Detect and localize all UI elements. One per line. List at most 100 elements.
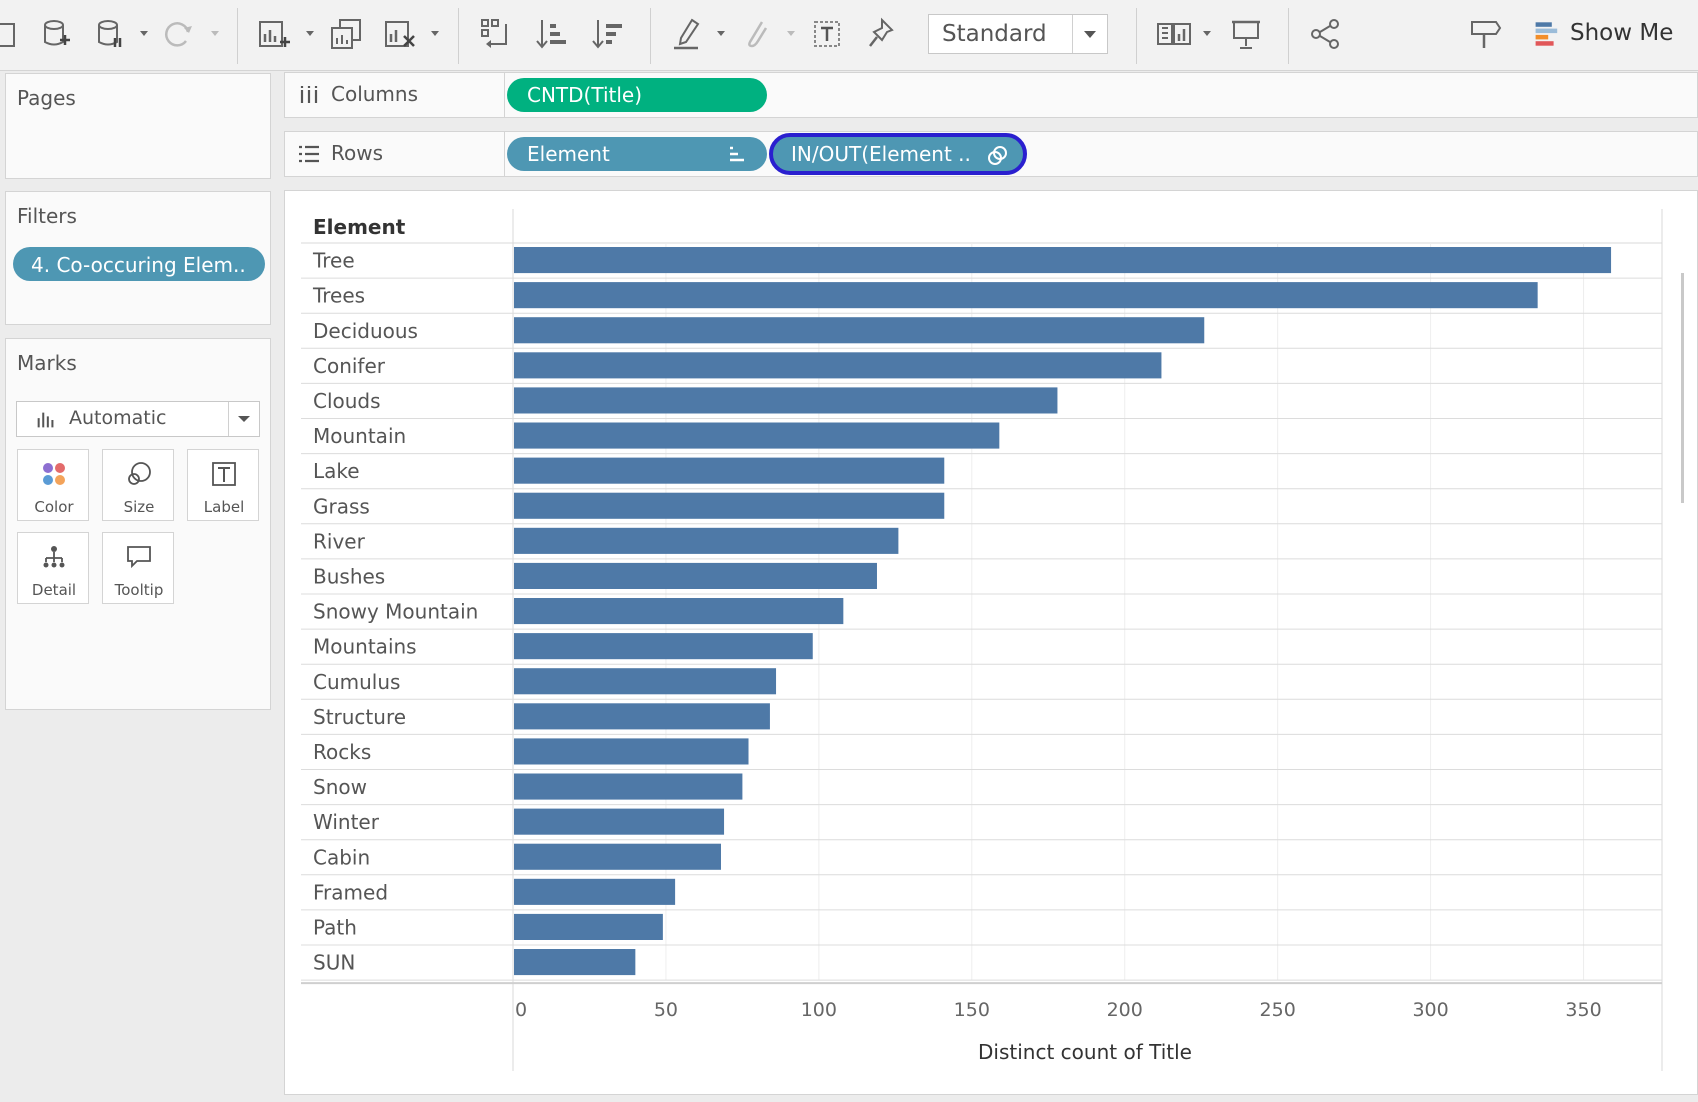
- row-label[interactable]: Lake: [313, 459, 360, 483]
- pause-updates-icon[interactable]: [90, 14, 130, 54]
- color-icon: [43, 463, 65, 485]
- row-label[interactable]: Trees: [312, 284, 365, 308]
- row-label[interactable]: Snow: [313, 775, 367, 799]
- pin-icon[interactable]: [862, 14, 902, 54]
- row-label[interactable]: Mountains: [313, 635, 417, 659]
- row-label[interactable]: Snowy Mountain: [313, 600, 478, 624]
- row-label[interactable]: Deciduous: [313, 319, 418, 343]
- bar-tree[interactable]: [514, 247, 1612, 274]
- new-data-source-icon[interactable]: [36, 14, 76, 54]
- bar-winter[interactable]: [514, 808, 725, 835]
- swap-rows-columns-icon[interactable]: [476, 14, 516, 54]
- bar-chart: Tree Trees Deciduous Conifer Clouds Mountain L…: [301, 209, 1684, 1071]
- bar-framed[interactable]: [514, 878, 676, 905]
- rows-shelf: Rows Element IN/OUT(Element ..: [284, 131, 1698, 177]
- filter-pill[interactable]: 4. Co-occuring Elem..: [13, 247, 265, 281]
- row-label[interactable]: SUN: [313, 951, 355, 975]
- view-size-dropdown[interactable]: Standard: [928, 14, 1108, 54]
- row-label[interactable]: Tree: [312, 249, 355, 273]
- bar-snowy-mountain[interactable]: [514, 598, 844, 625]
- tooltip-toggle-icon[interactable]: [1466, 14, 1506, 54]
- duplicate-sheet-icon[interactable]: [326, 14, 366, 54]
- row-label[interactable]: Mountain: [313, 424, 406, 448]
- row-label[interactable]: Path: [313, 915, 357, 939]
- sort-ascending-icon[interactable]: [532, 14, 572, 54]
- filters-card[interactable]: Filters 4. Co-occuring Elem..: [5, 191, 271, 325]
- rows-pill-in-out-set[interactable]: IN/OUT(Element ..: [769, 133, 1027, 175]
- chevron-down-icon: [238, 416, 250, 422]
- show-me-button[interactable]: Show Me: [1532, 14, 1682, 54]
- size-button[interactable]: Size: [102, 449, 174, 521]
- color-button[interactable]: Color: [17, 449, 89, 521]
- caret-down-icon[interactable]: [1202, 30, 1212, 38]
- marks-card[interactable]: Marks Automatic Color Size Label Detail: [5, 338, 271, 710]
- bar-clouds[interactable]: [514, 387, 1058, 414]
- pages-title: Pages: [17, 86, 76, 110]
- clear-sheet-icon[interactable]: [380, 14, 420, 54]
- view-size-dropdown-arrow[interactable]: [1072, 15, 1107, 53]
- tooltip-button[interactable]: Tooltip: [102, 532, 174, 604]
- sort-indicator-icon[interactable]: [727, 145, 747, 165]
- caret-down-icon[interactable]: [305, 30, 315, 38]
- bar-structure[interactable]: [514, 703, 770, 730]
- mark-type-dropdown[interactable]: Automatic: [16, 401, 260, 437]
- group-members-icon[interactable]: [736, 14, 776, 54]
- pages-card[interactable]: Pages: [5, 73, 271, 179]
- highlight-icon[interactable]: [668, 14, 708, 54]
- row-label[interactable]: Cumulus: [313, 670, 400, 694]
- row-label[interactable]: River: [313, 529, 366, 553]
- bar-deciduous[interactable]: [514, 317, 1205, 344]
- bar-lake[interactable]: [514, 457, 945, 484]
- row-label[interactable]: Clouds: [313, 389, 381, 413]
- caret-down-icon[interactable]: [210, 30, 220, 38]
- bar-bushes[interactable]: [514, 562, 877, 589]
- sort-descending-icon[interactable]: [588, 14, 628, 54]
- rows-pill-element-label: Element: [527, 142, 610, 166]
- caret-down-icon[interactable]: [430, 30, 440, 38]
- row-label[interactable]: Bushes: [313, 564, 385, 588]
- bar-rocks[interactable]: [514, 738, 749, 765]
- bar-river[interactable]: [514, 527, 899, 554]
- bar-path[interactable]: [514, 913, 663, 940]
- row-label[interactable]: Rocks: [313, 740, 371, 764]
- detail-button[interactable]: Detail: [17, 532, 89, 604]
- bar-cabin[interactable]: [514, 843, 721, 870]
- caret-down-icon[interactable]: [786, 30, 796, 38]
- row-header-element[interactable]: Element: [313, 215, 406, 239]
- presentation-mode-icon[interactable]: [1226, 14, 1266, 54]
- x-axis-title[interactable]: Distinct count of Title: [978, 1040, 1192, 1064]
- row-label[interactable]: Conifer: [313, 354, 386, 378]
- bar-mountain[interactable]: [514, 422, 1000, 449]
- row-label[interactable]: Framed: [313, 880, 388, 904]
- rows-label: Rows: [331, 141, 384, 165]
- row-label[interactable]: Grass: [313, 494, 370, 518]
- x-tick-label: 350: [1565, 999, 1601, 1021]
- bar-conifer[interactable]: [514, 352, 1162, 379]
- bar-cumulus[interactable]: [514, 668, 777, 695]
- tooltip-label: Tooltip: [114, 581, 164, 599]
- show-mark-labels-icon[interactable]: [808, 14, 848, 54]
- bar-sun[interactable]: [514, 949, 636, 976]
- bar-grass[interactable]: [514, 492, 945, 519]
- chart-view[interactable]: Tree Trees Deciduous Conifer Clouds Mountain L…: [284, 190, 1698, 1095]
- show-cards-icon[interactable]: [1154, 14, 1194, 54]
- vertical-scrollbar[interactable]: [1681, 273, 1684, 503]
- mark-type-dropdown-arrow[interactable]: [228, 402, 259, 436]
- refresh-icon[interactable]: [158, 14, 198, 54]
- share-icon[interactable]: [1306, 14, 1346, 54]
- columns-pill-cntd-title[interactable]: CNTD(Title): [507, 78, 767, 112]
- row-label[interactable]: Cabin: [313, 845, 370, 869]
- caret-down-icon[interactable]: [139, 30, 149, 38]
- open-icon[interactable]: [0, 14, 26, 54]
- row-label[interactable]: Structure: [313, 705, 406, 729]
- new-worksheet-icon[interactable]: [254, 14, 294, 54]
- bar-snow[interactable]: [514, 773, 743, 800]
- x-tick-label: 150: [954, 999, 990, 1021]
- rows-pill-element[interactable]: Element: [507, 137, 767, 171]
- caret-down-icon[interactable]: [716, 30, 726, 38]
- bar-trees[interactable]: [514, 282, 1538, 309]
- label-button[interactable]: Label: [187, 449, 259, 521]
- row-label[interactable]: Winter: [313, 810, 380, 834]
- show-me-icon: [1535, 22, 1558, 46]
- bar-mountains[interactable]: [514, 633, 813, 660]
